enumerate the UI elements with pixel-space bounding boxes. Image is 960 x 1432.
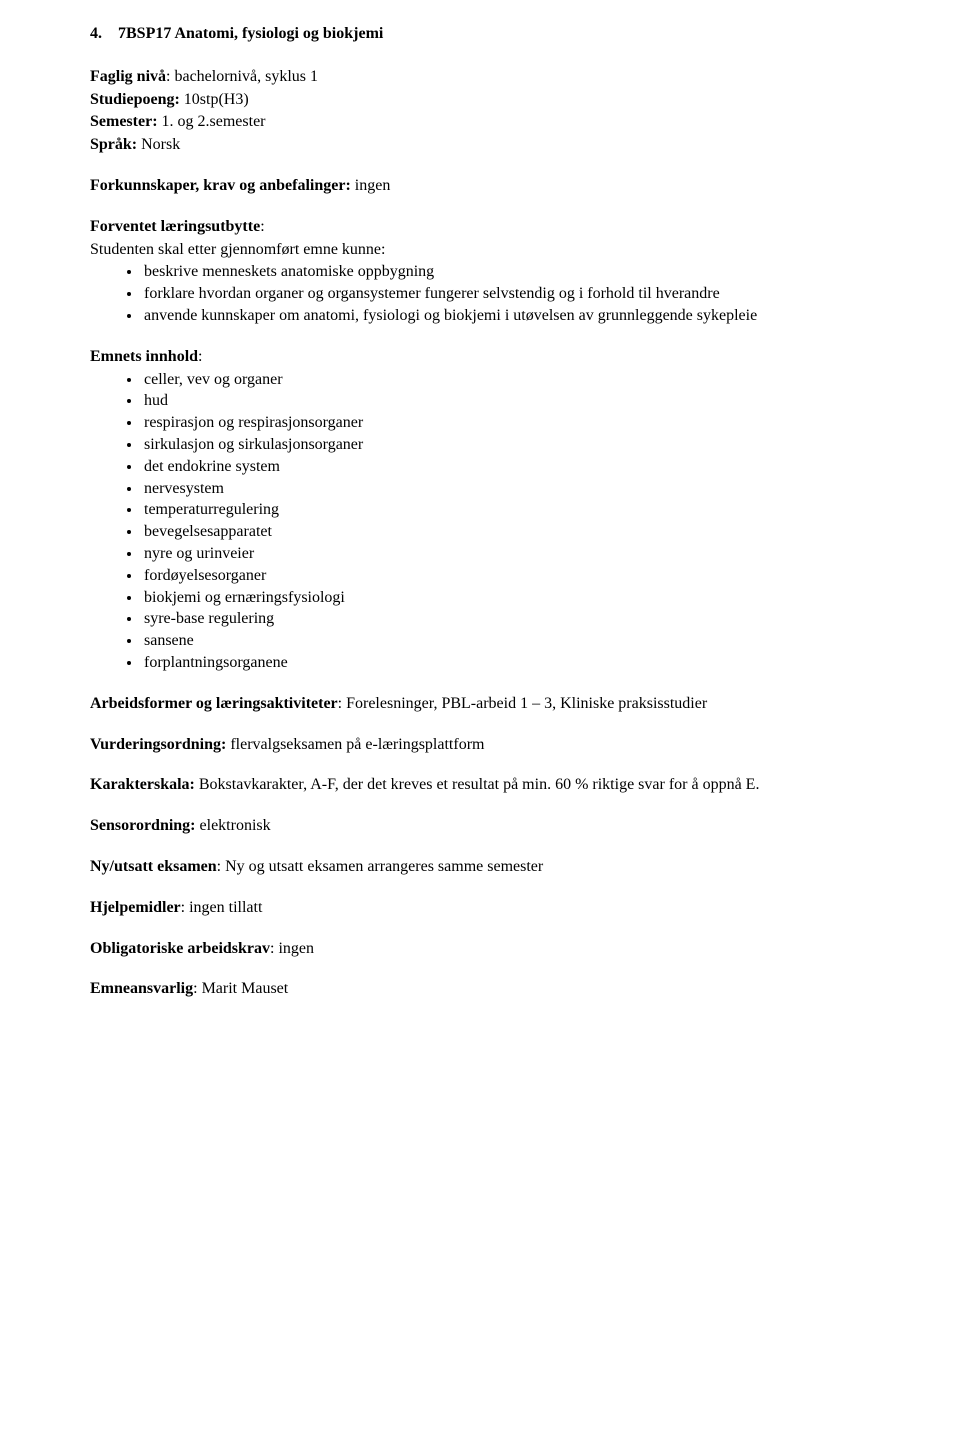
forventet-heading: Forventet læringsutbytte: [90,217,870,238]
vurdering-value: flervalgseksamen på e-læringsplattform [226,736,484,753]
list-item: syre-base regulering [142,609,870,630]
sensor-label: Sensorordning: [90,817,196,834]
heading-title: 7BSP17 Anatomi, fysiologi og biokjemi [118,25,383,42]
faglig-value: : bachelornivå, syklus 1 [166,68,318,85]
forventet-colon: : [260,218,264,235]
studiepoeng-label: Studiepoeng: [90,91,180,108]
sensor-value: elektronisk [196,817,271,834]
obligatorisk-block: Obligatoriske arbeidskrav: ingen [90,939,870,960]
forkunnskaper-label: Forkunnskaper, krav og anbefalinger: [90,177,351,194]
vurdering-line: Vurderingsordning: flervalgseksamen på e… [90,735,870,756]
obligatorisk-value: : ingen [270,940,314,957]
innhold-label: Emnets innhold [90,348,198,365]
forkunnskaper-line: Forkunnskaper, krav og anbefalinger: ing… [90,176,870,197]
list-item: nervesystem [142,479,870,500]
sprak-line: Språk: Norsk [90,135,870,156]
innhold-heading: Emnets innhold: [90,347,870,368]
semester-line: Semester: 1. og 2.semester [90,112,870,133]
nyutsatt-label: Ny/utsatt eksamen [90,858,217,875]
emneansvarlig-block: Emneansvarlig: Marit Mauset [90,979,870,1000]
semester-value: 1. og 2.semester [158,113,266,130]
list-item: temperaturregulering [142,500,870,521]
nyutsatt-value: : Ny og utsatt eksamen arrangeres samme … [217,858,544,875]
meta-block: Faglig nivå: bachelornivå, syklus 1 Stud… [90,67,870,156]
arbeidsformer-block: Arbeidsformer og læringsaktiviteter: For… [90,694,870,715]
forventet-list: beskrive menneskets anatomiske oppbygnin… [90,262,870,326]
faglig-label: Faglig nivå [90,68,166,85]
studiepoeng-value: 10stp(H3) [180,91,249,108]
karakter-block: Karakterskala: Bokstavkarakter, A-F, der… [90,775,870,796]
obligatorisk-line: Obligatoriske arbeidskrav: ingen [90,939,870,960]
list-item: respirasjon og respirasjonsorganer [142,413,870,434]
document-page: 4.7BSP17 Anatomi, fysiologi og biokjemi … [0,0,960,1060]
forventet-label: Forventet læringsutbytte [90,218,260,235]
forventet-block: Forventet læringsutbytte: Studenten skal… [90,217,870,327]
arbeidsformer-line: Arbeidsformer og læringsaktiviteter: For… [90,694,870,715]
nyutsatt-line: Ny/utsatt eksamen: Ny og utsatt eksamen … [90,857,870,878]
list-item: forklare hvordan organer og organsysteme… [142,284,870,305]
innhold-colon: : [198,348,202,365]
list-item: biokjemi og ernæringsfysiologi [142,588,870,609]
vurdering-label: Vurderingsordning: [90,736,226,753]
emneansvarlig-value: : Marit Mauset [193,980,288,997]
heading-number: 4. [90,24,118,45]
emneansvarlig-label: Emneansvarlig [90,980,193,997]
list-item: sansene [142,631,870,652]
karakter-label: Karakterskala: [90,776,195,793]
karakter-value: Bokstavkarakter, A-F, der det kreves et … [195,776,760,793]
studiepoeng-line: Studiepoeng: 10stp(H3) [90,90,870,111]
section-heading: 4.7BSP17 Anatomi, fysiologi og biokjemi [90,24,870,45]
faglig-line: Faglig nivå: bachelornivå, syklus 1 [90,67,870,88]
obligatorisk-label: Obligatoriske arbeidskrav [90,940,270,957]
list-item: bevegelsesapparatet [142,522,870,543]
arbeidsformer-label: Arbeidsformer og læringsaktiviteter [90,695,338,712]
sprak-value: Norsk [137,136,180,153]
emneansvarlig-line: Emneansvarlig: Marit Mauset [90,979,870,1000]
list-item: nyre og urinveier [142,544,870,565]
vurdering-block: Vurderingsordning: flervalgseksamen på e… [90,735,870,756]
forventet-intro: Studenten skal etter gjennomført emne ku… [90,240,870,261]
list-item: fordøyelsesorganer [142,566,870,587]
forkunnskaper-value: ingen [351,177,391,194]
karakter-line: Karakterskala: Bokstavkarakter, A-F, der… [90,775,870,796]
list-item: det endokrine system [142,457,870,478]
arbeidsformer-value: : Forelesninger, PBL-arbeid 1 – 3, Klini… [338,695,708,712]
nyutsatt-block: Ny/utsatt eksamen: Ny og utsatt eksamen … [90,857,870,878]
hjelpemidler-value: : ingen tillatt [181,899,263,916]
sensor-line: Sensorordning: elektronisk [90,816,870,837]
list-item: beskrive menneskets anatomiske oppbygnin… [142,262,870,283]
hjelpemidler-label: Hjelpemidler [90,899,181,916]
list-item: hud [142,391,870,412]
sprak-label: Språk: [90,136,137,153]
semester-label: Semester: [90,113,158,130]
innhold-list: celler, vev og organer hud respirasjon o… [90,370,870,674]
hjelpemidler-line: Hjelpemidler: ingen tillatt [90,898,870,919]
forkunnskaper-block: Forkunnskaper, krav og anbefalinger: ing… [90,176,870,197]
sensor-block: Sensorordning: elektronisk [90,816,870,837]
list-item: celler, vev og organer [142,370,870,391]
hjelpemidler-block: Hjelpemidler: ingen tillatt [90,898,870,919]
innhold-block: Emnets innhold: celler, vev og organer h… [90,347,870,674]
list-item: forplantningsorganene [142,653,870,674]
list-item: anvende kunnskaper om anatomi, fysiologi… [142,306,870,327]
list-item: sirkulasjon og sirkulasjonsorganer [142,435,870,456]
